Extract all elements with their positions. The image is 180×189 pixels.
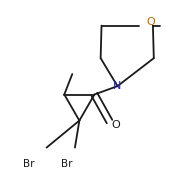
Text: Br: Br xyxy=(23,159,35,169)
Text: Br: Br xyxy=(61,159,73,169)
Text: N: N xyxy=(113,81,122,91)
Text: O: O xyxy=(111,120,120,130)
Text: O: O xyxy=(146,17,155,27)
